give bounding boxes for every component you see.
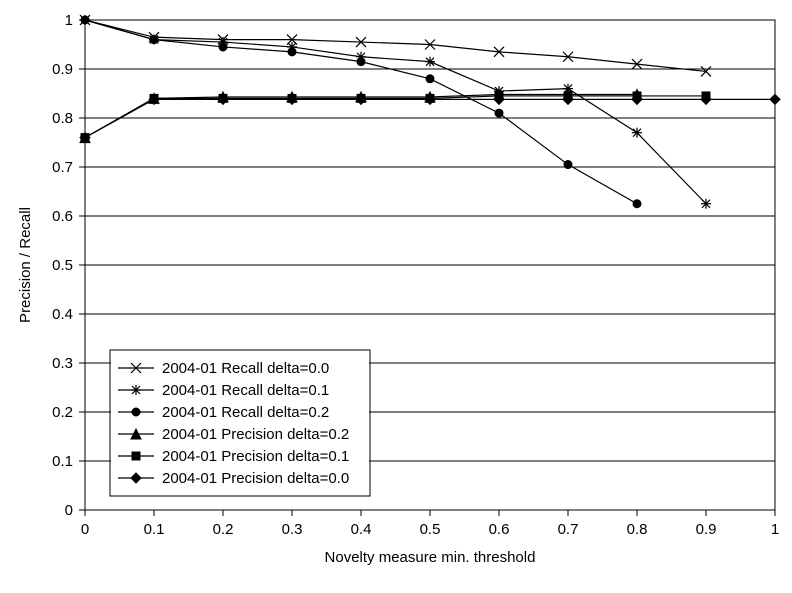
svg-text:1: 1 — [771, 521, 779, 538]
svg-text:0.8: 0.8 — [52, 110, 73, 127]
svg-text:0.1: 0.1 — [144, 521, 165, 538]
svg-text:0.3: 0.3 — [52, 355, 73, 372]
svg-text:Precision / Recall: Precision / Recall — [17, 207, 34, 323]
svg-text:2004-01 Precision delta=0.0: 2004-01 Precision delta=0.0 — [162, 470, 349, 487]
svg-text:2004-01 Precision delta=0.1: 2004-01 Precision delta=0.1 — [162, 448, 349, 465]
legend: 2004-01 Recall delta=0.0 2004-01 Recall d… — [110, 350, 370, 496]
svg-text:0.2: 0.2 — [213, 521, 234, 538]
svg-text:0.7: 0.7 — [52, 159, 73, 176]
svg-text:0.1: 0.1 — [52, 453, 73, 470]
svg-text:0.7: 0.7 — [558, 521, 579, 538]
svg-text:0.6: 0.6 — [489, 521, 510, 538]
svg-text:0.9: 0.9 — [52, 61, 73, 78]
svg-text:0.5: 0.5 — [52, 257, 73, 274]
svg-text:0: 0 — [81, 521, 89, 538]
svg-text:0.4: 0.4 — [52, 306, 73, 323]
svg-text:0.6: 0.6 — [52, 208, 73, 225]
svg-text:0.4: 0.4 — [351, 521, 372, 538]
svg-text:Novelty measure min. threshold: Novelty measure min. threshold — [325, 549, 536, 566]
svg-text:2004-01 Recall delta=0.0: 2004-01 Recall delta=0.0 — [162, 360, 329, 377]
chart-container: 0 0.1 0.2 0.3 0.4 0.5 0.6 0.7 0.8 0.9 1 0 0.1 0.2 0.3 0… — [0, 0, 792, 593]
precision-recall-chart: 0 0.1 0.2 0.3 0.4 0.5 0.6 0.7 0.8 0.9 1 0 0.1 0.2 0.3 0… — [0, 0, 792, 593]
svg-text:0.5: 0.5 — [420, 521, 441, 538]
svg-text:2004-01 Recall delta=0.2: 2004-01 Recall delta=0.2 — [162, 404, 329, 421]
svg-text:0.2: 0.2 — [52, 404, 73, 421]
svg-text:0: 0 — [65, 502, 73, 519]
svg-text:1: 1 — [65, 12, 73, 29]
svg-text:0.8: 0.8 — [627, 521, 648, 538]
svg-text:2004-01 Precision delta=0.2: 2004-01 Precision delta=0.2 — [162, 426, 349, 443]
svg-text:0.9: 0.9 — [696, 521, 717, 538]
svg-text:0.3: 0.3 — [282, 521, 303, 538]
svg-text:2004-01 Recall delta=0.1: 2004-01 Recall delta=0.1 — [162, 382, 329, 399]
